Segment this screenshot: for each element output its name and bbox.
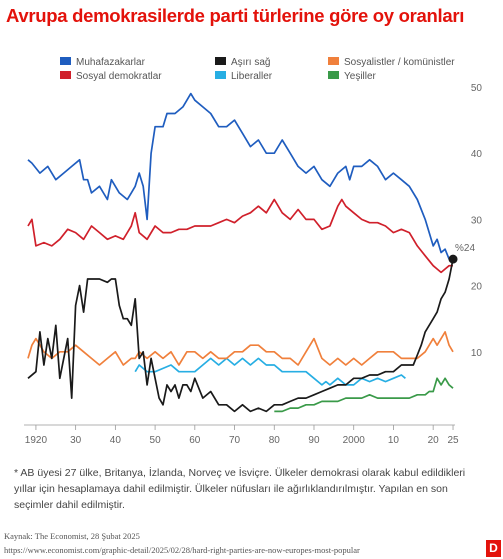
legend-swatch <box>60 57 71 65</box>
x-tick-label: 70 <box>229 435 241 446</box>
y-tick-label: 40 <box>471 149 483 160</box>
series-line-4 <box>27 331 454 366</box>
series-line-3 <box>27 258 454 413</box>
source-url[interactable]: https://www.economist.com/graphic-detail… <box>4 545 360 555</box>
legend-label: Yeşiller <box>344 71 377 82</box>
series-line-2 <box>27 198 453 274</box>
y-tick-label: 50 <box>471 83 483 94</box>
chart-area: Muhafazakarlar Aşırı sağ Sosyalistler / ko… <box>24 57 483 446</box>
brand-logo: D <box>486 540 501 557</box>
legend-label: Aşırı sağ <box>231 57 270 68</box>
y-tick-label: 30 <box>471 215 483 226</box>
legend-label: Sosyal demokratlar <box>76 71 162 82</box>
series-line-6 <box>274 377 454 413</box>
legend-swatch <box>328 71 339 79</box>
legend-swatch <box>215 71 226 79</box>
x-tick-label: 90 <box>308 435 320 446</box>
series-line-1 <box>27 92 453 260</box>
x-tick-label: 2000 <box>343 435 366 446</box>
footnote: * AB üyesi 27 ülke, Britanya, İzlanda, N… <box>14 467 466 511</box>
legend-label: Liberaller <box>231 71 273 82</box>
x-tick-label: 20 <box>428 435 440 446</box>
legend-swatch <box>328 57 339 65</box>
x-tick-label: 50 <box>150 435 162 446</box>
legend-label: Muhafazakarlar <box>76 57 146 68</box>
x-tick-label: 40 <box>110 435 122 446</box>
legend-label: Sosyalistler / komünistler <box>344 57 455 68</box>
chart-title: Avrupa demokrasilerde parti türlerine gö… <box>6 5 465 26</box>
x-tick-label: 25 <box>447 435 459 446</box>
x-tick-label: 80 <box>269 435 281 446</box>
end-point-marker <box>448 254 458 264</box>
legend-swatch <box>60 71 71 79</box>
y-tick-label: 20 <box>471 282 483 293</box>
x-tick-label: 10 <box>388 435 400 446</box>
source-note: Kaynak: The Economist, 28 Şubat 2025 <box>4 531 140 541</box>
end-point-label: %24 <box>455 243 475 254</box>
y-tick-label: 10 <box>471 348 483 359</box>
x-tick-label: 60 <box>189 435 201 446</box>
legend-swatch <box>215 57 226 65</box>
x-tick-label: 30 <box>70 435 82 446</box>
x-tick-label: 1920 <box>25 435 48 446</box>
